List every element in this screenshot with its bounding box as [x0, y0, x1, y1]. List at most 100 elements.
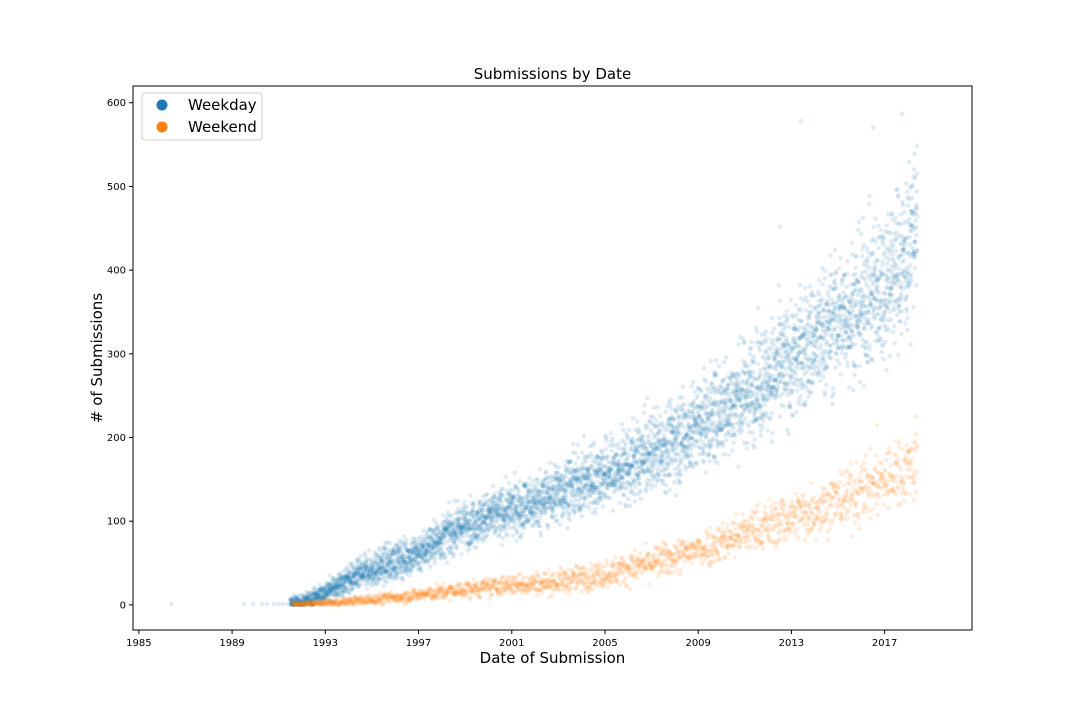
data-point — [622, 492, 627, 498]
data-point — [290, 596, 296, 601]
data-point — [815, 354, 820, 359]
data-point — [870, 250, 875, 255]
data-point — [422, 546, 428, 552]
data-point — [383, 569, 389, 574]
data-point — [798, 118, 804, 124]
data-point — [538, 533, 544, 538]
data-point — [443, 520, 449, 526]
data-point — [315, 591, 320, 597]
data-point — [347, 577, 352, 583]
data-point — [826, 293, 831, 299]
data-point — [290, 597, 295, 602]
data-point — [430, 537, 436, 543]
data-point — [359, 561, 365, 567]
data-point — [420, 544, 425, 549]
data-point — [519, 531, 525, 537]
data-point — [342, 582, 347, 588]
data-point — [579, 450, 585, 456]
data-point — [328, 588, 334, 594]
data-point — [341, 574, 346, 580]
data-point — [450, 554, 456, 560]
data-point — [331, 576, 336, 581]
data-point — [298, 597, 304, 603]
data-point — [433, 550, 439, 556]
data-point — [289, 597, 294, 603]
data-point — [415, 566, 421, 571]
data-point — [672, 479, 677, 485]
data-point — [369, 565, 374, 571]
data-point — [405, 568, 410, 574]
data-point — [356, 557, 362, 563]
data-point — [340, 594, 346, 599]
data-point — [395, 575, 401, 580]
data-point — [301, 602, 306, 608]
data-point — [690, 379, 696, 385]
data-point — [404, 537, 409, 543]
data-point — [317, 596, 322, 602]
data-point — [400, 553, 405, 558]
data-point — [439, 545, 444, 551]
data-point — [466, 539, 471, 545]
data-point — [457, 528, 463, 533]
data-point — [447, 551, 452, 556]
data-point — [303, 596, 308, 602]
data-point — [471, 513, 477, 519]
data-point — [729, 448, 735, 453]
data-point — [341, 581, 346, 586]
data-point — [304, 595, 310, 601]
data-point — [904, 189, 910, 195]
data-point — [409, 569, 414, 574]
data-point — [575, 442, 580, 448]
data-point — [444, 513, 450, 519]
data-point — [339, 582, 345, 587]
data-point — [824, 314, 830, 320]
data-point — [297, 600, 302, 605]
data-point — [439, 535, 445, 541]
data-point — [397, 556, 402, 562]
data-point — [419, 542, 425, 548]
data-point — [889, 211, 895, 216]
data-point — [470, 532, 476, 537]
data-point — [354, 579, 359, 585]
data-point — [372, 582, 378, 587]
data-point — [892, 340, 897, 346]
data-point — [384, 569, 389, 574]
data-point — [241, 601, 246, 607]
data-point — [478, 499, 483, 504]
data-point — [676, 452, 682, 457]
data-point — [429, 552, 434, 557]
data-point — [342, 573, 347, 579]
data-point — [375, 552, 381, 558]
data-point — [674, 458, 679, 463]
data-point — [750, 430, 755, 436]
data-point — [317, 596, 323, 602]
data-point — [435, 525, 440, 531]
data-point — [453, 511, 458, 516]
data-point — [430, 546, 436, 551]
data-point — [451, 524, 456, 530]
data-point — [445, 526, 451, 532]
data-point — [392, 564, 398, 570]
data-point — [752, 445, 757, 450]
scatter-points — [169, 111, 920, 608]
data-point — [413, 547, 418, 552]
data-point — [330, 586, 336, 591]
data-point — [326, 592, 331, 597]
data-point — [415, 552, 421, 557]
data-point — [370, 572, 376, 577]
data-point — [470, 503, 476, 508]
data-point — [426, 542, 431, 548]
data-point — [876, 246, 881, 251]
data-point — [430, 549, 435, 554]
data-point — [308, 594, 314, 599]
data-point — [463, 505, 469, 511]
data-point — [382, 566, 387, 572]
data-point — [313, 596, 319, 602]
data-point — [427, 526, 432, 532]
data-point — [458, 530, 463, 536]
data-point — [341, 577, 347, 582]
data-point — [321, 597, 326, 603]
data-point — [352, 580, 358, 586]
data-point — [777, 224, 782, 229]
data-point — [292, 602, 298, 608]
